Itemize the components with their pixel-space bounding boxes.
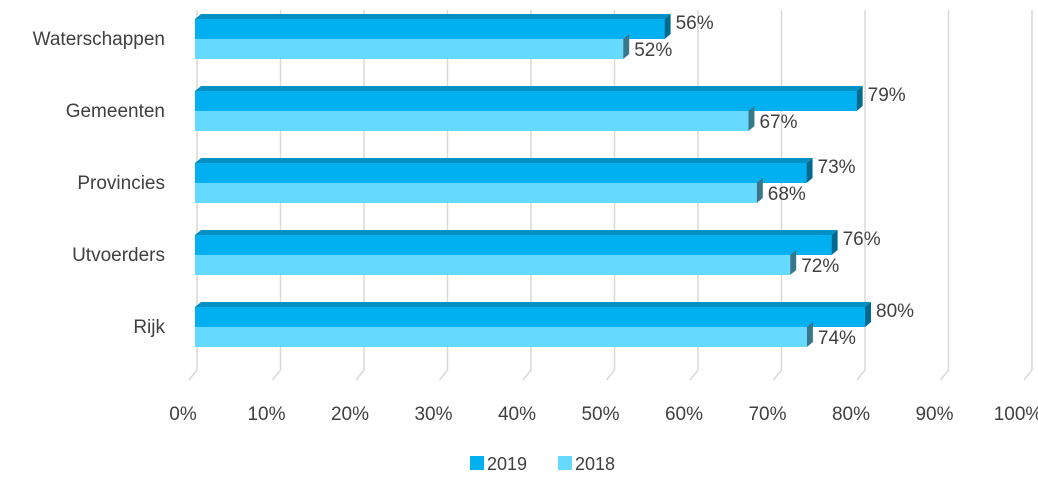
legend: 2019 2018 (470, 454, 615, 474)
gridline-10 (1023, 10, 1033, 381)
bar-top (195, 302, 871, 307)
bar-top (195, 86, 863, 91)
data-label: 73% (818, 157, 856, 178)
data-label: 74% (818, 328, 856, 349)
bar-side (806, 322, 813, 347)
bar-top (195, 158, 813, 163)
bar-side (623, 34, 630, 59)
bar-top (195, 14, 671, 19)
x-tick-label: 20% (331, 404, 369, 425)
bar-2019-provincies (195, 158, 813, 183)
category-label: Utvoerders (72, 245, 165, 266)
category-label: Gemeenten (66, 101, 165, 122)
category-label: Waterschappen (33, 29, 165, 50)
data-label: 56% (676, 13, 714, 34)
legend-label: 2018 (575, 454, 615, 474)
bar-side (865, 302, 871, 327)
bar-front (195, 307, 865, 327)
bar-top (195, 230, 838, 235)
x-tick-label: 70% (748, 404, 786, 425)
data-label: 67% (759, 112, 797, 133)
bar-side (748, 106, 755, 131)
data-label: 68% (768, 184, 806, 205)
data-labels: 56%52% 79% 67% 73% 68% 76%72% 80% 74% (634, 13, 914, 349)
bar-front (195, 91, 857, 111)
bar-2019-utvoerders (195, 230, 838, 255)
x-tick-label: 60% (665, 404, 703, 425)
bar-front (195, 163, 807, 183)
category-label: Provincies (77, 173, 165, 194)
x-tick-label: 30% (414, 404, 452, 425)
category-labels: Waterschappen Gemeenten Provincies Utvoerde… (33, 29, 166, 338)
bar-side (756, 178, 763, 203)
gridline-7 (772, 10, 783, 381)
gridline-9 (939, 10, 950, 381)
data-label: 80% (876, 301, 914, 322)
bar-front (195, 255, 791, 275)
bars (195, 14, 871, 347)
bar-front (195, 19, 665, 39)
bar-2019-rijk (195, 302, 871, 327)
category-label: Rijk (133, 317, 165, 338)
x-tick-label: 80% (832, 404, 870, 425)
data-label: 72% (801, 256, 839, 277)
bar-2018-utvoerders (195, 250, 797, 275)
bar-side (806, 158, 813, 183)
legend-item-2019: 2019 (470, 454, 527, 474)
bar-2019-waterschappen (195, 14, 671, 39)
bar-front (195, 235, 832, 255)
legend-label: 2019 (487, 454, 527, 474)
data-label: 76% (843, 229, 881, 250)
x-tick-label: 50% (581, 404, 619, 425)
bar-2018-waterschappen (195, 34, 630, 59)
bar-2018-provincies (195, 178, 763, 203)
legend-item-2018: 2018 (558, 454, 615, 474)
gridline-8 (856, 10, 866, 381)
bar-2019-gemeenten (195, 86, 863, 111)
legend-swatch (470, 456, 484, 470)
x-tick-label: 90% (915, 404, 953, 425)
x-tick-label: 100% (994, 404, 1038, 425)
bar-front (195, 39, 624, 59)
bar-front (195, 327, 807, 347)
bar-side (664, 14, 671, 39)
x-tick-label: 0% (169, 404, 197, 425)
bar-side (831, 230, 838, 255)
bar-front (195, 111, 749, 131)
bar-2018-rijk (195, 322, 813, 347)
bar-side (790, 250, 797, 275)
data-label: 79% (868, 85, 906, 106)
bar-front (195, 183, 757, 203)
x-tick-label: 40% (498, 404, 536, 425)
data-label: 52% (634, 40, 672, 61)
legend-swatch (558, 456, 572, 470)
x-tick-label: 10% (247, 404, 285, 425)
x-tick-labels: 0% 10% 20% 30% 40% 50% 60% 70% 80% 90% 100% (169, 404, 1038, 425)
bar-side (856, 86, 863, 111)
bar-2018-gemeenten (195, 106, 755, 131)
